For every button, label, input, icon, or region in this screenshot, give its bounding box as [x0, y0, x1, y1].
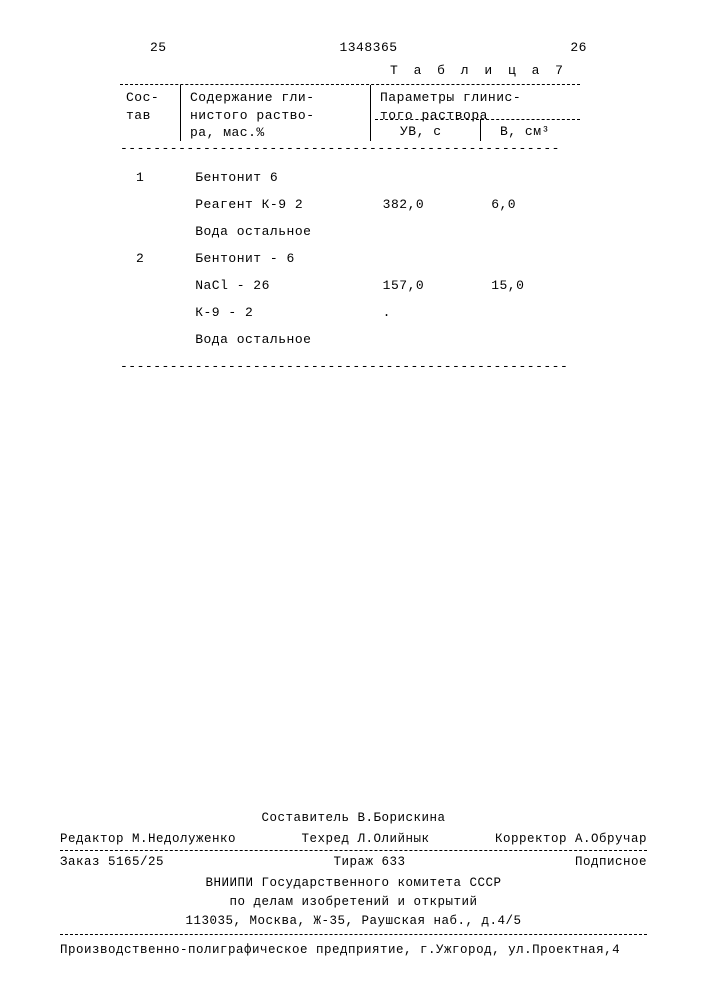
tech-editor: Техред Л.Олийнык: [301, 830, 429, 849]
table-cell: [120, 197, 195, 212]
table-cell: [491, 332, 580, 347]
org-line: ВНИИПИ Государственного комитета СССР: [0, 874, 707, 893]
table-cell: Бентонит - 6: [195, 251, 382, 266]
table-cell: Бентонит 6: [195, 170, 382, 185]
tirage: Тираж 633: [334, 853, 406, 872]
order-number: Заказ 5165/25: [60, 853, 164, 872]
compiler: Составитель В.Борискина: [0, 809, 707, 828]
divider: ----------------------------------------…: [120, 141, 580, 156]
table-cell: Вода остальное: [195, 332, 382, 347]
col-header: Содержание гли-: [190, 90, 315, 105]
table-cell: 6,0: [491, 197, 580, 212]
col-header: Сос-: [126, 90, 159, 105]
table-cell: [491, 251, 580, 266]
table-cell: 15,0: [491, 278, 580, 293]
table-cell: К-9 - 2: [195, 305, 382, 320]
col-header: В, см³: [500, 123, 550, 141]
table-cell: [383, 251, 492, 266]
col-header: того раствора: [380, 108, 488, 123]
address: 113035, Москва, Ж-35, Раушская наб., д.4…: [0, 912, 707, 931]
table-cell: [491, 170, 580, 185]
table-cell: Вода остальное: [195, 224, 382, 239]
table-title: Т а б л и ц а 7: [60, 63, 647, 78]
table-cell: 1: [120, 170, 195, 185]
table-row: Вода остальное: [120, 224, 580, 239]
table-row: К-9 - 2.: [120, 305, 580, 320]
printer-line: Производственно-полиграфическое предприя…: [0, 941, 707, 960]
table-row: 1Бентонит 6: [120, 170, 580, 185]
doc-number: 1348365: [339, 40, 397, 55]
subscribe: Подписное: [575, 853, 647, 872]
table-row: Реагент К-9 2382,06,0: [120, 197, 580, 212]
table-cell: 382,0: [383, 197, 492, 212]
data-table: Сос- тав Содержание гли- нистого раство-…: [120, 84, 580, 374]
corrector: Корректор А.Обручар: [495, 830, 647, 849]
table-cell: 2: [120, 251, 195, 266]
col-header: нистого раство-: [190, 108, 315, 123]
table-cell: Реагент К-9 2: [195, 197, 382, 212]
col-header: ра, мас.%: [190, 125, 265, 140]
table-cell: [120, 224, 195, 239]
table-row: 2Бентонит - 6: [120, 251, 580, 266]
table-cell: [383, 224, 492, 239]
table-row: Вода остальное: [120, 332, 580, 347]
table-cell: NaCl - 26: [195, 278, 382, 293]
editor: Редактор М.Недолуженко: [60, 830, 236, 849]
table-cell: [383, 170, 492, 185]
table-cell: 157,0: [383, 278, 492, 293]
table-cell: [120, 305, 195, 320]
col-header: тав: [126, 108, 151, 123]
table-cell: [383, 332, 492, 347]
col-header: УВ, с: [400, 123, 442, 141]
footer: Составитель В.Борискина Редактор М.Недол…: [0, 809, 707, 960]
col-header: Параметры глинис-: [380, 90, 521, 105]
page-right: 26: [570, 40, 587, 55]
divider: ----------------------------------------…: [120, 359, 580, 374]
table-cell: [491, 305, 580, 320]
table-cell: [120, 332, 195, 347]
table-cell: [120, 278, 195, 293]
table-cell: .: [383, 305, 492, 320]
table-cell: [491, 224, 580, 239]
table-row: NaCl - 26157,015,0: [120, 278, 580, 293]
page-left: 25: [150, 40, 167, 55]
org-line: по делам изобретений и открытий: [0, 893, 707, 912]
